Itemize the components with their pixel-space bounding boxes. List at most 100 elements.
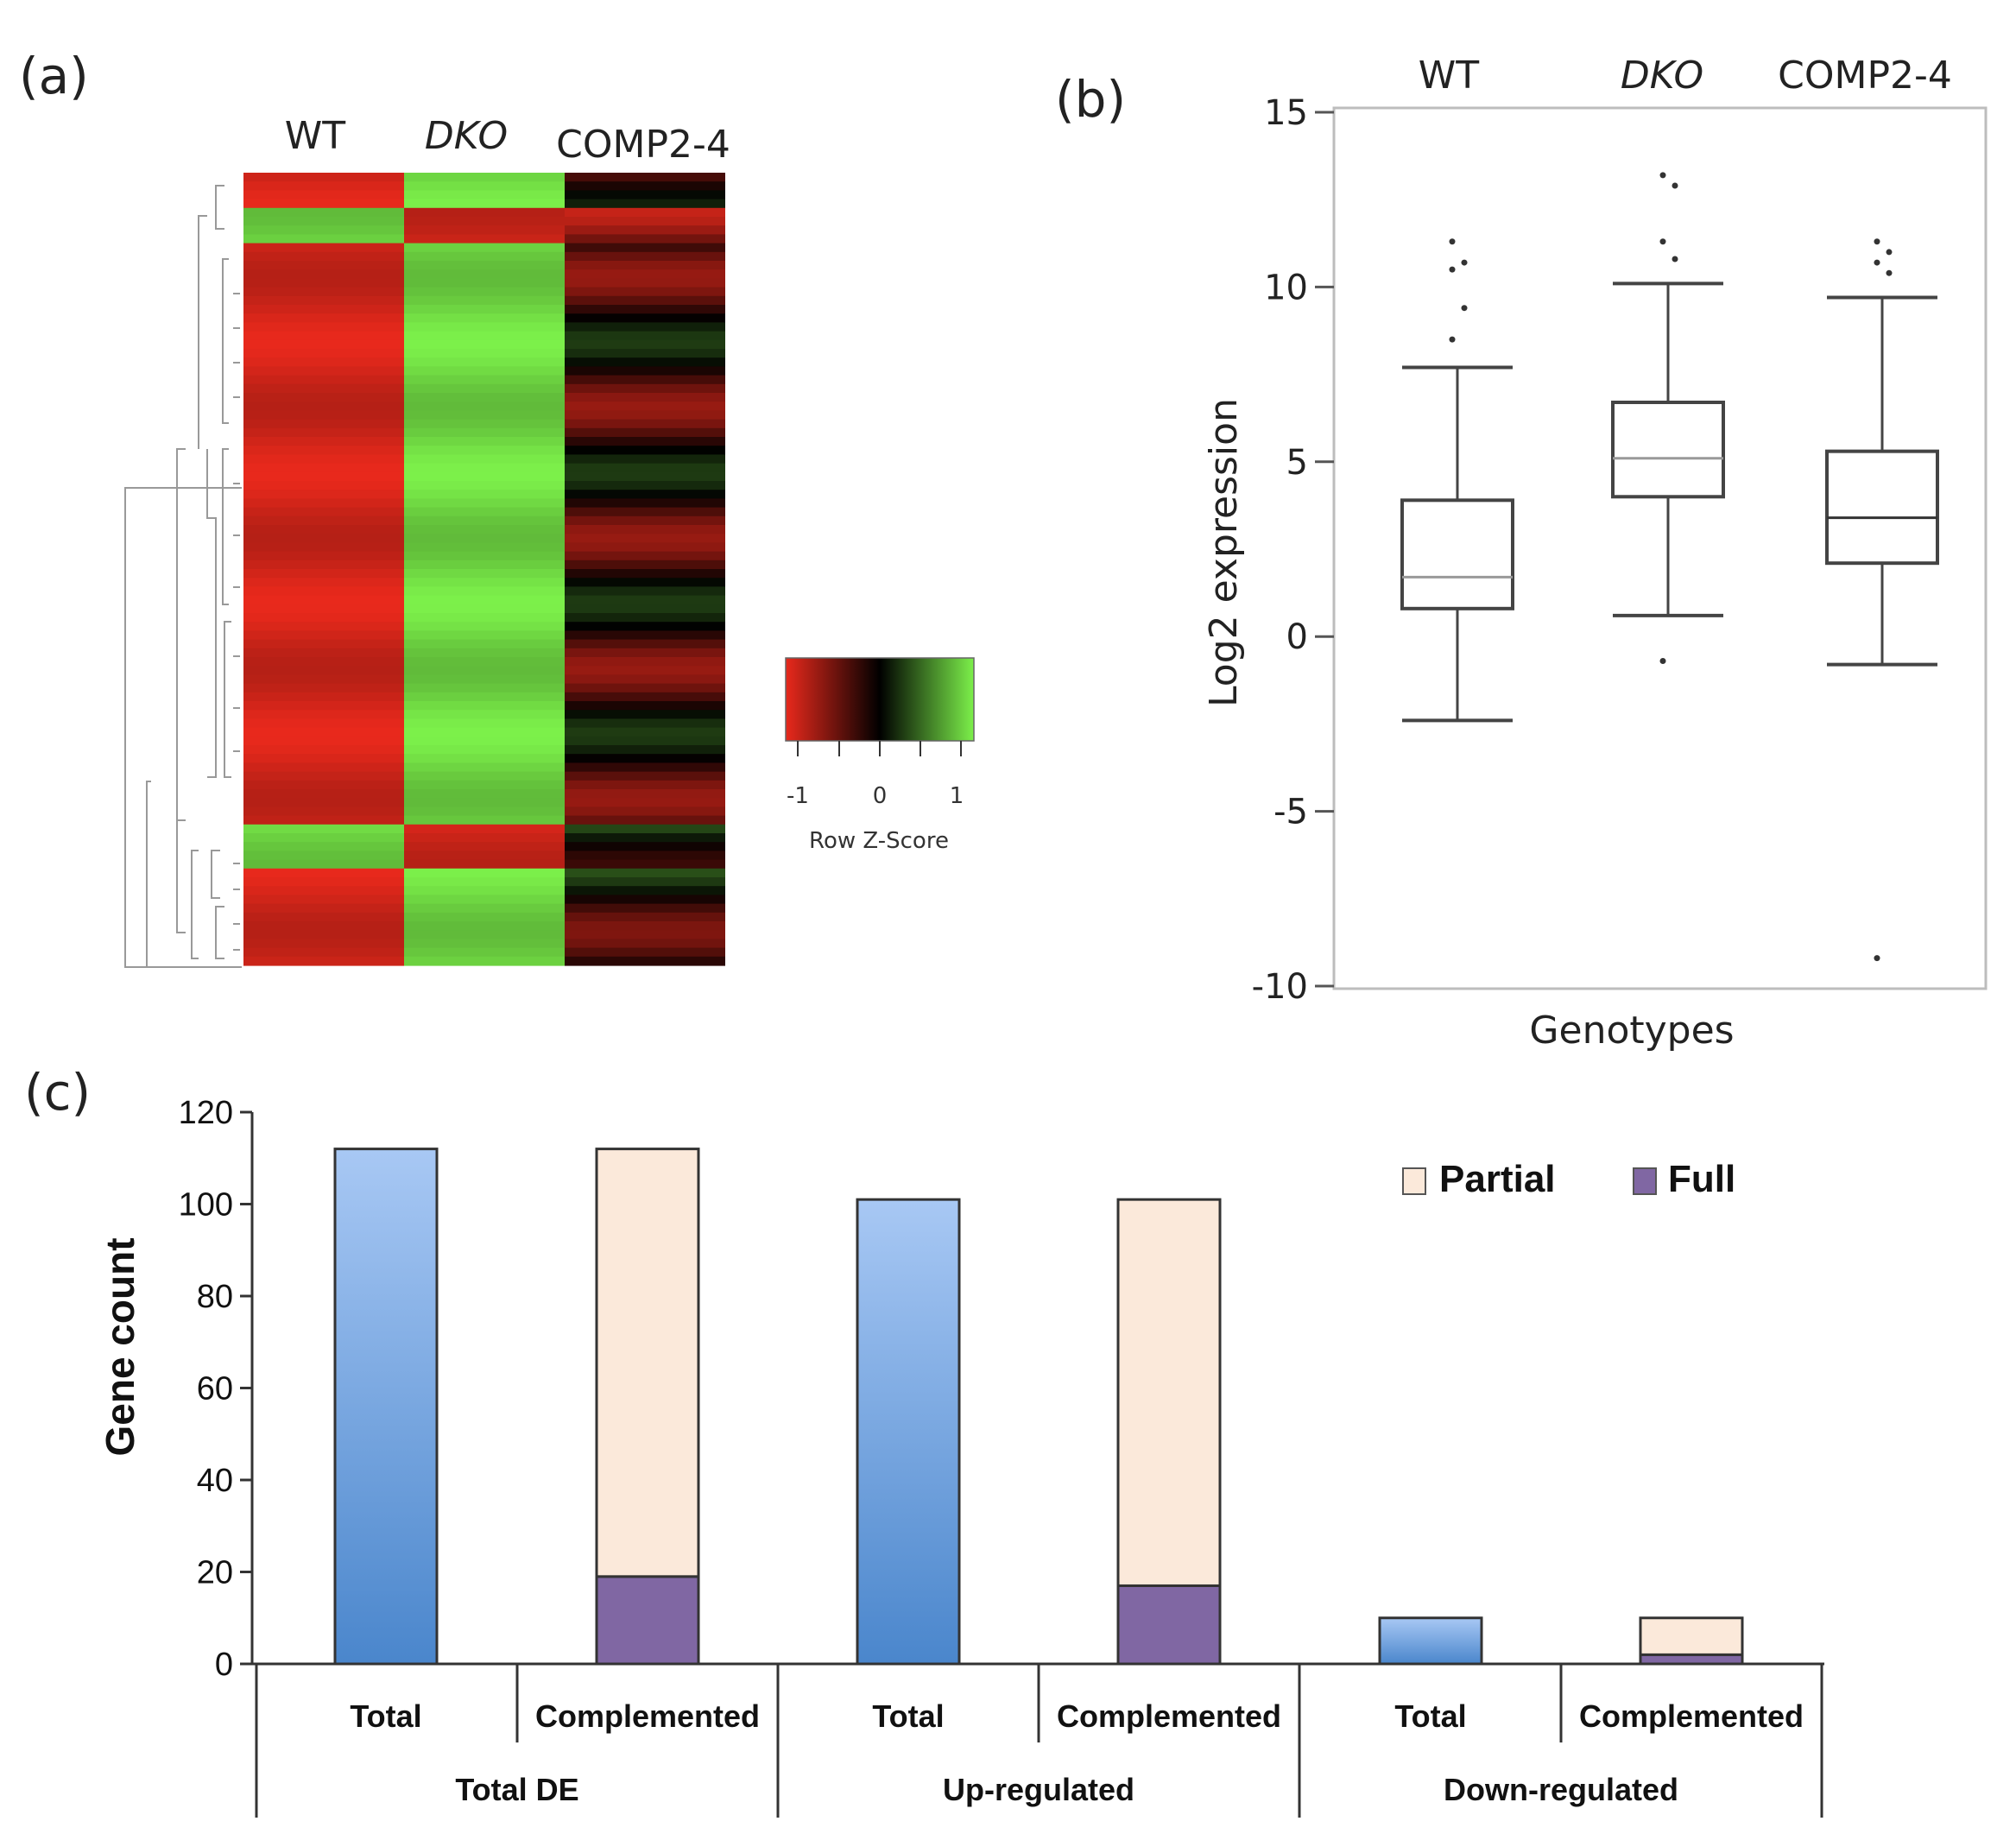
heatmap-cell	[404, 613, 565, 623]
heatmap-col-comp: COMP2-4	[556, 123, 730, 167]
heatmap-cell	[243, 710, 404, 719]
heatmap-cell	[565, 471, 725, 482]
bar-full	[1639, 1653, 1744, 1666]
heatmap-cell	[565, 868, 725, 878]
heatmap-cell	[404, 666, 565, 675]
heatmap-cell	[565, 851, 725, 861]
heatmap-cell	[243, 736, 404, 746]
heatmap-cell	[565, 683, 725, 693]
heatmap-cell	[404, 542, 565, 553]
heatmap-col-wt: WT	[285, 114, 346, 158]
heatmap-cell	[565, 604, 725, 614]
heatmap-cell	[565, 648, 725, 658]
heatmap-cell	[565, 798, 725, 807]
heatmap-cell	[243, 349, 404, 358]
heatmap-cell	[565, 446, 725, 455]
heatmap-cell	[404, 295, 565, 306]
heatmap-cell	[565, 251, 725, 262]
heatmap-cell	[565, 393, 725, 402]
heatmap-cell	[404, 806, 565, 817]
legend-full-label: Full	[1668, 1158, 1735, 1200]
panel-b-label: (b)	[1055, 70, 1126, 129]
heatmap-cell	[243, 481, 404, 490]
heatmap-cell	[243, 261, 404, 270]
heatmap-cell	[243, 278, 404, 288]
heatmap-cell	[565, 261, 725, 270]
panel-a-label: (a)	[19, 47, 89, 105]
heatmap-cell	[404, 710, 565, 719]
heatmap-cell	[565, 903, 725, 914]
heatmap-cell	[565, 815, 725, 825]
heatmap-cell	[565, 560, 725, 570]
heatmap-cell	[243, 251, 404, 262]
heatmap-cell	[404, 357, 565, 367]
heatmap-cell	[404, 921, 565, 931]
box-outlier	[1659, 238, 1666, 245]
heatmap-cell	[404, 339, 565, 350]
heatmap-cell	[243, 190, 404, 200]
heatmap-cell	[565, 718, 725, 729]
heatmap-cell	[565, 357, 725, 367]
heatmap-cell	[404, 578, 565, 587]
heatmap-cell	[243, 586, 404, 597]
legend-partial-swatch	[1402, 1167, 1426, 1195]
heatmap-cell	[243, 771, 404, 781]
bar-full	[1116, 1584, 1222, 1666]
heatmap-cell	[243, 419, 404, 429]
heatmap-cell	[404, 551, 565, 561]
heatmap-cell	[565, 692, 725, 702]
heatmap-cell	[243, 648, 404, 658]
heatmap-cell	[404, 190, 565, 200]
heatmap-cell	[404, 560, 565, 570]
heatmap-cell	[243, 639, 404, 649]
heatmap-cell	[404, 331, 565, 341]
box-category-label: DKO	[1621, 54, 1703, 98]
heatmap-cell	[243, 534, 404, 543]
box-iqr	[1400, 498, 1514, 610]
heatmap-cell	[404, 287, 565, 297]
heatmap-cell	[404, 745, 565, 755]
heatmap-cell	[243, 402, 404, 411]
heatmap-cell	[404, 657, 565, 667]
bar-full	[595, 1575, 700, 1666]
heatmap-cell	[243, 877, 404, 887]
heatmap-cell	[565, 375, 725, 385]
heatmap-cell	[243, 851, 404, 861]
box-outlier	[1461, 259, 1468, 266]
heatmap-cell	[243, 903, 404, 914]
heatmap-cell	[243, 868, 404, 878]
heatmap-cell	[565, 666, 725, 675]
heatmap-cell	[243, 692, 404, 702]
heatmap-cell	[404, 313, 565, 323]
heatmap-cell	[404, 402, 565, 411]
heatmap-cell	[404, 437, 565, 446]
heatmap-cell	[404, 375, 565, 385]
heatmap-cell	[243, 243, 404, 253]
heatmap-cell	[243, 798, 404, 807]
heatmap-cell	[404, 393, 565, 402]
heatmap-cell	[243, 780, 404, 790]
heatmap-cell	[404, 780, 565, 790]
bar-ytick-label: 100	[179, 1187, 233, 1224]
heatmap-cell	[565, 295, 725, 306]
box-outlier	[1886, 269, 1893, 276]
heatmap-cell	[565, 349, 725, 358]
heatmap-col-dko: DKO	[425, 114, 508, 158]
heatmap-cell	[565, 234, 725, 244]
heatmap-cell	[404, 251, 565, 262]
heatmap-cell	[243, 824, 404, 834]
box-outlier	[1672, 256, 1678, 262]
heatmap-cell	[565, 789, 725, 799]
heatmap-cell	[565, 710, 725, 719]
heatmap-cell	[404, 507, 565, 517]
heatmap-cell	[404, 490, 565, 499]
heatmap-cell	[565, 727, 725, 737]
bar-ytick-label: 80	[197, 1279, 233, 1315]
heatmap-cell	[404, 798, 565, 807]
bar-chart: Gene count 0 20 40 60 80 100 120 Total Complemen…	[98, 1095, 1824, 1818]
heatmap-cell	[243, 427, 404, 438]
heatmap-cell	[404, 701, 565, 711]
bar-category-label: Complemented	[535, 1698, 760, 1734]
heatmap-cell	[243, 921, 404, 931]
heatmap-cell	[243, 956, 404, 966]
